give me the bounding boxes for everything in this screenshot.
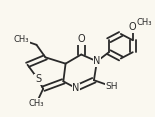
- Text: CH₃: CH₃: [137, 18, 153, 27]
- Text: CH₃: CH₃: [29, 99, 44, 108]
- Text: S: S: [35, 74, 41, 84]
- Text: N: N: [93, 56, 101, 66]
- Text: CH₃: CH₃: [14, 35, 29, 44]
- Text: O: O: [78, 34, 85, 44]
- Text: SH: SH: [106, 82, 118, 91]
- Text: N: N: [72, 83, 80, 93]
- Text: O: O: [129, 22, 137, 32]
